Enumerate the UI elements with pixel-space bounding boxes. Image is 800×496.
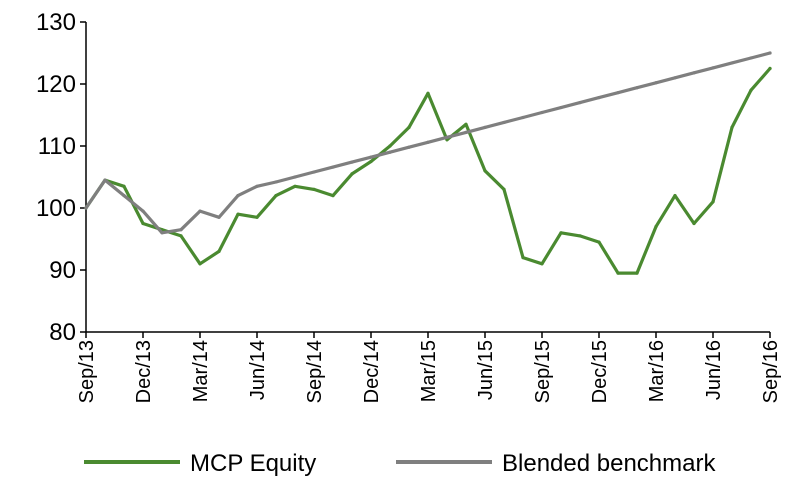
data-point — [84, 206, 88, 210]
data-point — [236, 212, 240, 216]
data-point — [483, 125, 487, 129]
data-point — [293, 184, 297, 188]
data-point — [597, 240, 601, 244]
data-point — [521, 256, 525, 260]
data-point — [749, 88, 753, 92]
x-axis: Sep/13 Dec/13 Mar/14 Jun/14 Sep/14 Dec/14 Mar/… — [76, 331, 782, 403]
data-point — [369, 155, 373, 159]
data-point — [540, 110, 544, 115]
data-point — [407, 145, 411, 149]
x-tick-label: Sep/16 — [760, 340, 782, 403]
series-layer — [84, 51, 772, 275]
y-tick-label: 120 — [36, 71, 76, 98]
data-point — [749, 56, 753, 60]
series-line-mcp-equity — [84, 66, 772, 275]
legend-label: Blended benchmark — [502, 450, 716, 477]
x-tick-label: Mar/14 — [190, 340, 212, 402]
legend-label: MCP Equity — [190, 450, 316, 477]
data-point — [464, 130, 468, 134]
data-point — [274, 180, 278, 184]
data-point — [730, 61, 734, 65]
data-point — [768, 51, 772, 55]
data-point — [255, 184, 259, 188]
data-point — [312, 187, 316, 191]
data-point — [312, 170, 316, 174]
data-point — [559, 105, 563, 110]
x-tick-label: Mar/16 — [646, 340, 668, 402]
data-point — [198, 262, 202, 266]
data-point — [578, 101, 582, 105]
data-point — [654, 81, 658, 85]
data-point — [692, 221, 696, 226]
data-point — [217, 215, 221, 219]
data-point — [711, 200, 715, 204]
data-point — [160, 231, 164, 235]
data-point — [179, 234, 183, 238]
data-point — [103, 178, 107, 182]
y-tick-label: 130 — [36, 9, 76, 36]
data-point — [768, 66, 772, 71]
data-point — [616, 91, 620, 95]
x-tick-label: Sep/15 — [532, 340, 554, 403]
data-point — [217, 249, 221, 253]
data-point — [426, 91, 430, 95]
data-point — [369, 159, 373, 164]
data-point — [692, 71, 696, 75]
x-tick-label: Mar/15 — [418, 340, 440, 402]
data-point — [616, 271, 620, 275]
data-point — [179, 228, 183, 232]
data-point — [426, 140, 430, 144]
x-tick-label: Dec/14 — [361, 340, 383, 403]
data-point — [122, 184, 126, 188]
data-point — [255, 215, 259, 219]
data-point — [597, 96, 601, 100]
data-point — [331, 194, 335, 198]
x-tick-label: Sep/14 — [304, 340, 326, 403]
data-point — [274, 194, 278, 198]
legend: MCP Equity Blended benchmark — [84, 450, 716, 477]
data-point — [711, 66, 715, 70]
data-point — [578, 234, 582, 238]
y-tick-label: 90 — [49, 257, 76, 284]
data-point — [635, 86, 639, 90]
data-point — [141, 221, 145, 226]
data-point — [236, 194, 240, 198]
data-point — [654, 225, 658, 229]
data-point — [350, 160, 354, 164]
data-point — [198, 209, 202, 213]
data-point — [331, 165, 335, 169]
data-point — [388, 144, 392, 148]
data-point — [502, 187, 506, 191]
data-point — [141, 209, 145, 213]
data-point — [502, 120, 506, 125]
x-tick-label: Jun/16 — [703, 340, 725, 400]
data-point — [483, 169, 487, 173]
x-tick-label: Sep/13 — [76, 340, 98, 403]
data-point — [293, 175, 297, 179]
data-point — [673, 194, 677, 198]
y-tick-label: 100 — [36, 195, 76, 222]
y-tick-label: 110 — [38, 133, 76, 160]
data-point — [673, 76, 677, 80]
data-point — [730, 125, 734, 129]
data-point — [122, 194, 126, 198]
data-point — [350, 172, 354, 176]
x-tick-label: Jun/14 — [247, 340, 269, 400]
data-point — [464, 122, 468, 126]
y-tick-label: 80 — [49, 319, 76, 346]
data-point — [521, 115, 525, 120]
x-tick-label: Dec/13 — [133, 340, 155, 403]
data-point — [559, 231, 563, 235]
data-point — [540, 262, 544, 266]
data-point — [388, 150, 392, 154]
x-tick-label: Jun/15 — [475, 340, 497, 400]
data-point — [445, 135, 449, 139]
x-tick-label: Dec/15 — [589, 340, 611, 403]
data-point — [635, 271, 639, 275]
y-axis: 80 90 100 110 120 130 — [36, 9, 87, 346]
data-point — [407, 125, 411, 129]
